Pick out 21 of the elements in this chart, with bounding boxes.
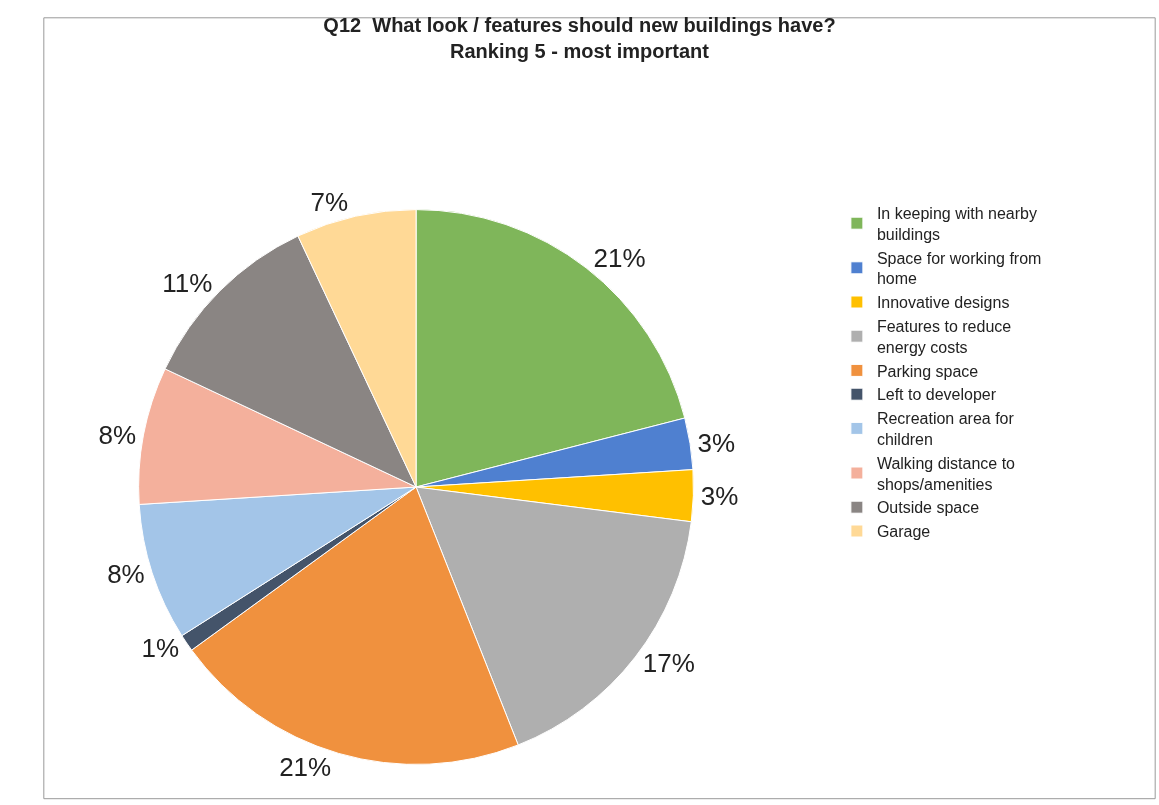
legend-label: Features to reduce energy costs bbox=[876, 318, 1012, 356]
legend-label: In keeping with nearby buildings bbox=[876, 205, 1037, 243]
data-label: 3% bbox=[700, 480, 739, 511]
data-label: 11% bbox=[162, 268, 213, 299]
chart-title: Q12 What look / features should new buildings have? Ranking 5 - most important bbox=[323, 14, 836, 63]
data-label: 8% bbox=[107, 559, 145, 590]
legend-label: Parking space bbox=[876, 362, 979, 380]
legend-label: Recreation area for children bbox=[876, 410, 1015, 449]
data-label: 17% bbox=[642, 647, 695, 678]
legend-label: Walking distance to shops/amenities bbox=[876, 454, 1016, 493]
legend-label: Space for working from home bbox=[876, 249, 1042, 288]
legend-label: Left to developer bbox=[876, 386, 997, 404]
data-label: 8% bbox=[98, 419, 137, 450]
data-label: 3% bbox=[697, 428, 736, 459]
data-label: 7% bbox=[310, 187, 349, 217]
legend-label: Garage bbox=[876, 523, 931, 541]
data-label: 21% bbox=[279, 752, 332, 783]
legend-label: Innovative designs bbox=[876, 294, 1010, 312]
data-label: 1% bbox=[141, 632, 180, 663]
data-label: 21% bbox=[593, 243, 646, 274]
legend-label: Outside space bbox=[876, 499, 980, 517]
